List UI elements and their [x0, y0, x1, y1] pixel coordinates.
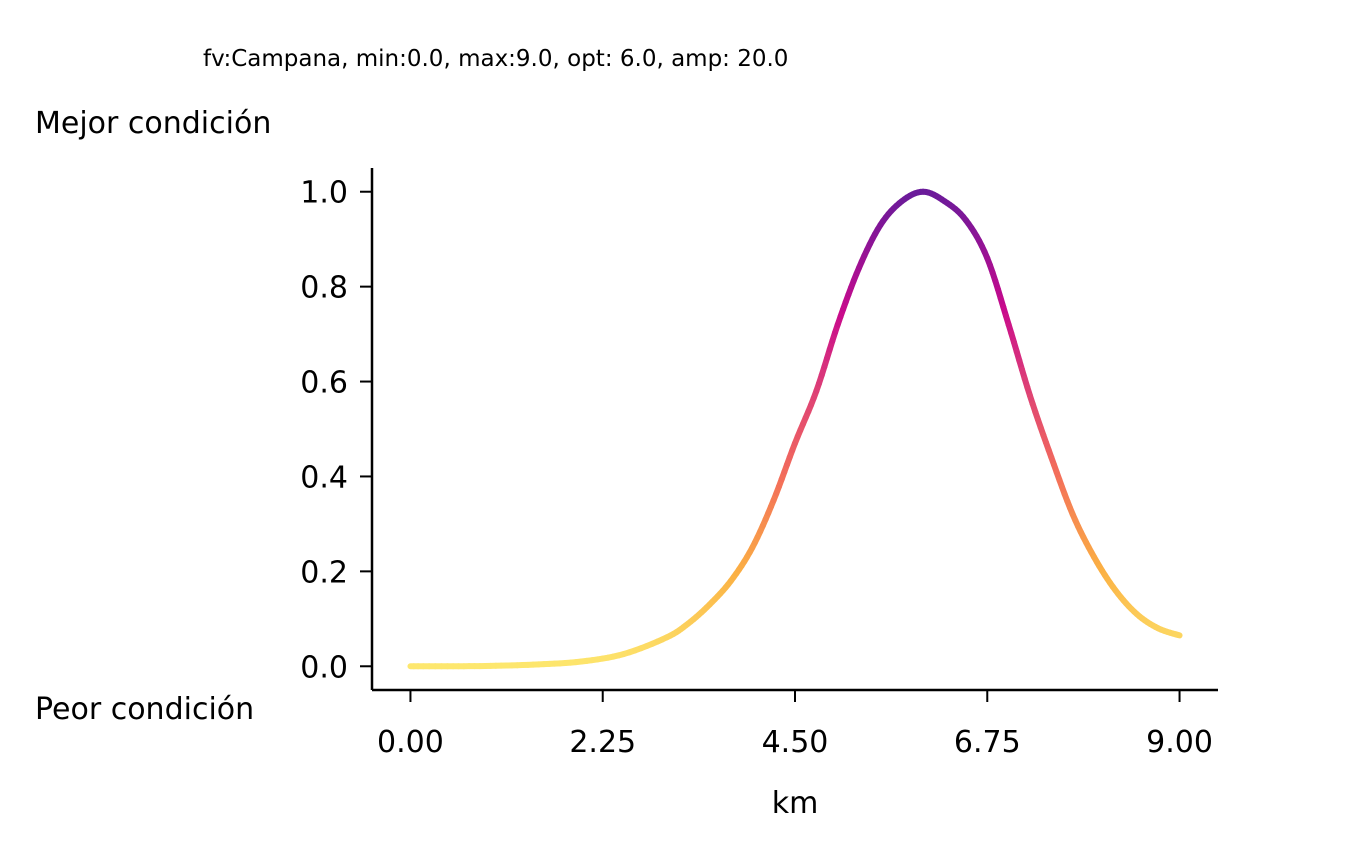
- x-tick-label: 2.25: [569, 725, 636, 760]
- x-axis-ticks: 0.00 2.25 4.50 6.75 9.00: [377, 690, 1213, 760]
- y-tick-label: 1.0: [300, 176, 348, 211]
- y-tick-label: 0.6: [300, 366, 348, 401]
- x-tick-label: 6.75: [954, 725, 1021, 760]
- y-label-best: Mejor condición: [35, 106, 272, 141]
- chart-title: fv:Campana, min:0.0, max:9.0, opt: 6.0, …: [203, 46, 789, 72]
- curve-segment: [1174, 631, 1183, 639]
- y-tick-label: 0.8: [300, 271, 348, 306]
- y-axis-ticks: 0.0 0.2 0.4 0.6 0.8 1.0: [300, 176, 372, 685]
- series-curve: [407, 188, 1183, 670]
- y-tick-label: 0.0: [300, 650, 348, 685]
- y-label-worst: Peor condición: [35, 692, 255, 727]
- y-tick-label: 0.2: [300, 555, 348, 590]
- y-tick-label: 0.4: [300, 460, 348, 495]
- x-tick-label: 9.00: [1146, 725, 1213, 760]
- chart-axes: [370, 168, 1218, 692]
- x-tick-label: 4.50: [762, 725, 829, 760]
- x-axis-label: km: [771, 786, 819, 821]
- x-tick-label: 0.00: [377, 725, 444, 760]
